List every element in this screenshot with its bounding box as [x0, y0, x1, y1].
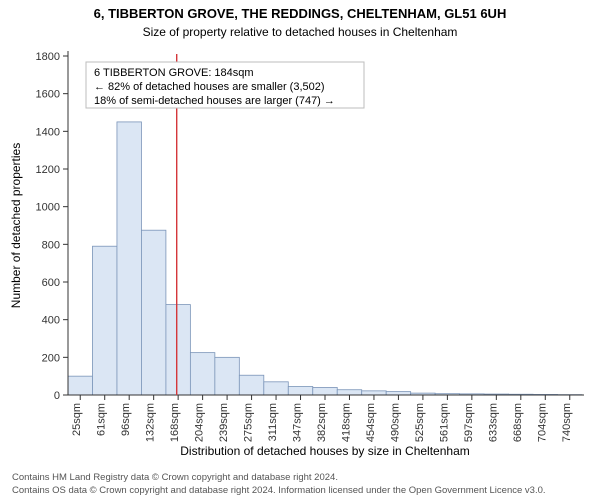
x-tick-label: 740sqm	[561, 403, 573, 442]
x-tick-label: 668sqm	[512, 403, 524, 442]
histogram-bar	[92, 246, 116, 395]
x-tick-label: 25sqm	[71, 403, 83, 436]
histogram-bar	[337, 390, 361, 395]
y-axis-label: Number of detached properties	[9, 143, 23, 308]
x-tick-label: 561sqm	[438, 403, 450, 442]
y-tick-label: 1800	[36, 51, 60, 63]
property-size-histogram: 6, TIBBERTON GROVE, THE REDDINGS, CHELTE…	[0, 0, 600, 500]
x-tick-label: 704sqm	[536, 403, 548, 442]
histogram-bar	[190, 353, 214, 395]
x-tick-label: 490sqm	[389, 403, 401, 442]
x-tick-label: 418sqm	[340, 403, 352, 442]
x-tick-label: 454sqm	[365, 403, 377, 442]
x-tick-label: 525sqm	[414, 403, 426, 442]
x-tick-label: 96sqm	[120, 403, 132, 436]
histogram-bar	[264, 382, 288, 395]
footer-line-1: Contains HM Land Registry data © Crown c…	[12, 472, 338, 483]
histogram-bar	[141, 230, 165, 395]
y-tick-label: 400	[42, 315, 60, 327]
footer-line-2: Contains OS data © Crown copyright and d…	[12, 485, 546, 496]
histogram-bar	[215, 357, 239, 395]
x-axis-label: Distribution of detached houses by size …	[180, 444, 470, 458]
y-tick-label: 1400	[36, 126, 60, 138]
x-tick-label: 347sqm	[292, 403, 304, 442]
annotation-line-2: ← 82% of detached houses are smaller (3,…	[94, 81, 325, 93]
chart-subtitle: Size of property relative to detached ho…	[143, 25, 458, 39]
y-tick-label: 1200	[36, 164, 60, 176]
histogram-bar	[386, 392, 410, 395]
histogram-bar	[68, 376, 92, 395]
y-tick-label: 600	[42, 277, 60, 289]
x-tick-label: 168sqm	[169, 403, 181, 442]
y-tick-label: 800	[42, 239, 60, 251]
x-tick-label: 275sqm	[243, 403, 255, 442]
histogram-bar	[166, 305, 190, 395]
chart-title: 6, TIBBERTON GROVE, THE REDDINGS, CHELTE…	[94, 6, 507, 21]
x-tick-label: 597sqm	[463, 403, 475, 442]
histogram-bar	[313, 387, 337, 395]
x-tick-label: 204sqm	[194, 403, 206, 442]
chart-svg: 6, TIBBERTON GROVE, THE REDDINGS, CHELTE…	[0, 0, 600, 500]
x-tick-label: 311sqm	[267, 403, 279, 441]
annotation-line-1: 6 TIBBERTON GROVE: 184sqm	[94, 67, 254, 79]
x-tick-label: 132sqm	[145, 403, 157, 442]
x-tick-label: 633sqm	[487, 403, 499, 442]
y-tick-label: 200	[42, 352, 60, 364]
histogram-bar	[117, 122, 141, 395]
x-tick-label: 61sqm	[96, 403, 108, 436]
histogram-bar	[239, 375, 263, 395]
x-tick-label: 382sqm	[316, 403, 328, 442]
y-tick-label: 1000	[36, 202, 60, 214]
histogram-bar	[288, 387, 312, 395]
x-tick-label: 239sqm	[218, 403, 230, 442]
annotation-line-3: 18% of semi-detached houses are larger (…	[94, 95, 335, 107]
y-tick-label: 0	[54, 390, 60, 402]
histogram-bar	[362, 391, 386, 395]
y-tick-label: 1600	[36, 89, 60, 101]
